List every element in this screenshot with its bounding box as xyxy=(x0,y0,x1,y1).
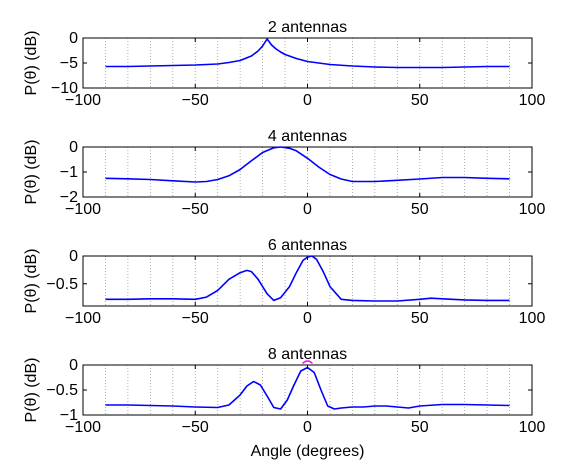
x-tick-label: 100 xyxy=(519,92,546,109)
x-tick-label: −100 xyxy=(65,92,101,109)
subplot-3: −100 −50 0 50 100 0 −0.5 6 antennas P(θ) (dB) xyxy=(23,237,545,327)
x-tick-label: −50 xyxy=(182,310,209,327)
y-tick-label: 0 xyxy=(69,139,78,156)
x-tick-label: 0 xyxy=(303,419,312,436)
x-tick-label: 100 xyxy=(519,419,546,436)
subplot-title: 2 antennas xyxy=(268,19,347,36)
x-tick-label: −100 xyxy=(65,419,101,436)
subplot-2: −100 −50 0 50 100 0 −1 −2 4 antennas P(θ) (dB) xyxy=(23,128,545,218)
x-tick-label: −100 xyxy=(65,201,101,218)
y-axis-label: P(θ) (dB) xyxy=(23,140,40,205)
x-tick-label: −100 xyxy=(65,310,101,327)
x-tick-label: −50 xyxy=(182,92,209,109)
y-tick-label: 0 xyxy=(69,248,78,265)
y-tick-label: −0.5 xyxy=(46,382,78,399)
x-tick-label: 50 xyxy=(411,419,429,436)
subplot-1: −100 −50 0 50 100 0 −5 −10 2 antennas P(θ) (dB) xyxy=(23,19,545,109)
series-line-1 xyxy=(105,38,510,69)
subplot-title: 8 antennas xyxy=(268,346,347,363)
y-tick-label: 0 xyxy=(69,30,78,47)
subplot-4: −100 −50 0 50 100 0 −0.5 −1 8 antennas P(θ) (dB) A… xyxy=(23,346,545,460)
x-tick-label: −50 xyxy=(182,419,209,436)
y-axis-label: P(θ) (dB) xyxy=(23,31,40,96)
x-tick-label: −50 xyxy=(182,201,209,218)
series-line-1 xyxy=(105,366,510,410)
series-line-1 xyxy=(105,146,510,183)
x-tick-label: 50 xyxy=(411,310,429,327)
y-tick-label: −1 xyxy=(60,407,78,424)
subplot-title: 6 antennas xyxy=(268,237,347,254)
x-tick-label: 0 xyxy=(303,310,312,327)
y-tick-label: −5 xyxy=(60,55,78,72)
y-tick-label: −2 xyxy=(60,189,78,206)
y-tick-label: −0.5 xyxy=(46,276,78,293)
x-tick-label: 50 xyxy=(411,201,429,218)
y-axis-label: P(θ) (dB) xyxy=(23,358,40,423)
x-tick-label: 0 xyxy=(303,92,312,109)
y-tick-label: −10 xyxy=(51,80,78,97)
subplot-title: 4 antennas xyxy=(268,128,347,145)
x-tick-label: 100 xyxy=(519,201,546,218)
x-tick-label: 100 xyxy=(519,310,546,327)
x-tick-label: 0 xyxy=(303,201,312,218)
y-tick-label: 0 xyxy=(69,357,78,374)
y-tick-label: −1 xyxy=(60,164,78,181)
y-axis-label: P(θ) (dB) xyxy=(23,249,40,314)
x-tick-label: 50 xyxy=(411,92,429,109)
series-line-1 xyxy=(105,255,510,302)
peak-marker xyxy=(302,360,313,365)
x-axis-label: Angle (degrees) xyxy=(251,443,365,460)
